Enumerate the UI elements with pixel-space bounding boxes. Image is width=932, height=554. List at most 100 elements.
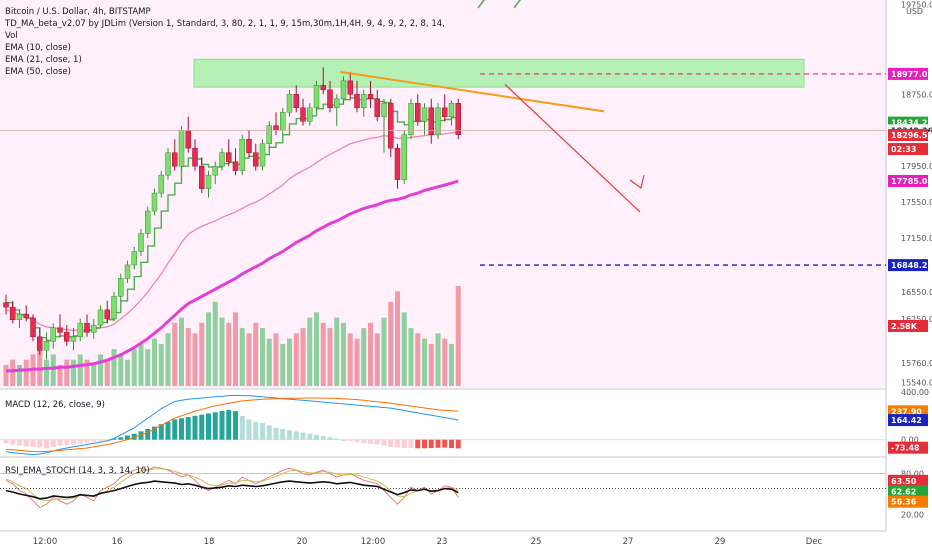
volume-bar (77, 354, 83, 386)
macd-hist-bar (374, 439, 380, 445)
price-badge (888, 67, 928, 80)
legend-indicator-vol[interactable]: Vol (5, 31, 18, 41)
price-badge-label: 18434.27 (891, 119, 932, 128)
macd-hist-bar (125, 435, 130, 440)
volume-bar (158, 343, 164, 386)
candle-body (111, 296, 117, 320)
macd-hist-bar (334, 438, 340, 440)
macd-hist-bar (185, 417, 191, 440)
candle-body (232, 161, 239, 171)
price-tick-label: 18750.00 (901, 90, 932, 99)
macd-hist-bar (442, 439, 448, 448)
candle-body (401, 134, 407, 180)
candle-body (185, 129, 191, 149)
volume-bar (260, 328, 265, 386)
candle-body (334, 98, 340, 109)
volume-bar (334, 317, 340, 386)
time-tick-label: 25 (531, 537, 542, 547)
macd-badge-label: -73.48 (891, 444, 920, 453)
candle-body (104, 309, 110, 320)
volume-bar (253, 322, 259, 386)
macd-hist-bar (388, 439, 394, 447)
candle-body (320, 85, 326, 91)
candle-body (388, 103, 394, 149)
time-tick-label: 20 (297, 537, 308, 547)
rsi-badge-label: 56.36 (891, 498, 917, 507)
rsi-tick-label: 80.00 (901, 470, 924, 479)
legend-indicator-td[interactable]: TD_MA_beta_v2.07 by JDLim (Version 1, St… (5, 19, 445, 29)
volume-bar (381, 317, 387, 386)
macd-hist-bar (293, 431, 299, 440)
volume-bar (57, 364, 63, 386)
macd-hist-bar (50, 439, 56, 447)
candle-body (442, 107, 448, 118)
volume-bar (374, 333, 380, 386)
candle-body (286, 94, 293, 113)
price-tick-label: 16250.00 (901, 315, 932, 324)
volume-bar (347, 333, 353, 386)
macd-hist-bar (145, 428, 151, 440)
volume-bar (125, 359, 130, 386)
macd-hist-bar (455, 439, 461, 449)
price-badge-label: 17785.07 (891, 177, 932, 186)
volume-bar (98, 354, 103, 386)
chart-title: Bitcoin / U.S. Dollar, 4h, BITSTAMP (5, 7, 151, 17)
volume-bar (314, 312, 319, 386)
macd-hist-bar (287, 430, 292, 440)
candle-body (374, 98, 380, 118)
volume-bar (327, 328, 333, 386)
price-badge (888, 129, 928, 142)
macd-legend[interactable]: MACD (12, 26, close, 9) (5, 400, 105, 410)
candle-body (455, 103, 461, 135)
candle-body (266, 125, 272, 144)
legend-indicator-ema10[interactable]: EMA (10, close) (5, 43, 71, 53)
candle-body (280, 112, 286, 131)
macd-hist-bar (138, 431, 144, 440)
green-arrow-1 (477, 0, 486, 9)
volume-bar (50, 354, 56, 386)
volume-bar (354, 338, 360, 386)
macd-hist-bar (165, 421, 171, 440)
candle-body (145, 210, 151, 234)
candle-body (3, 302, 9, 308)
candle-body (354, 94, 360, 109)
candle-body (124, 264, 131, 279)
macd-hist-bar (395, 439, 400, 448)
time-tick-label: 12:00 (33, 537, 58, 547)
macd-hist-bar (381, 439, 387, 446)
volume-bar (44, 359, 49, 386)
candle-body (151, 192, 158, 212)
macd-hist-bar (280, 428, 286, 440)
macd-badge-label: 164.42 (891, 416, 922, 425)
candle-body (448, 103, 455, 118)
legend-indicator-ema21[interactable]: EMA (21, close, 1) (5, 55, 82, 65)
candle-body (347, 80, 353, 95)
candle-body (313, 85, 320, 109)
candle-body (172, 152, 178, 167)
rsi-legend[interactable]: RSI_EMA_STOCH (14, 3, 3, 14, 10) (5, 466, 150, 476)
volume-bar (23, 359, 29, 386)
time-tick-label: 29 (715, 537, 726, 547)
macd-hist-bar (341, 439, 346, 441)
candle-body (246, 138, 252, 153)
volume-bar (449, 343, 454, 386)
volume-bar (368, 322, 373, 386)
candle-body (70, 336, 77, 342)
volume-bar (17, 364, 22, 386)
candle-body (91, 324, 97, 333)
signal-line (5, 397, 459, 453)
volume-bar (287, 338, 292, 386)
volume-bar (104, 359, 110, 386)
macd-hist-bar (64, 439, 70, 446)
legend-indicator-ema50[interactable]: EMA (50, close) (5, 67, 71, 77)
volume-bar (84, 359, 90, 386)
candle-body (192, 147, 198, 167)
volume-bar (165, 333, 171, 386)
price-badge-label: 18296.53 (891, 131, 932, 140)
price-tick-label: 17150.00 (901, 234, 932, 243)
candle-body (408, 103, 414, 135)
candle-body (226, 152, 232, 162)
candle-body (57, 327, 63, 333)
